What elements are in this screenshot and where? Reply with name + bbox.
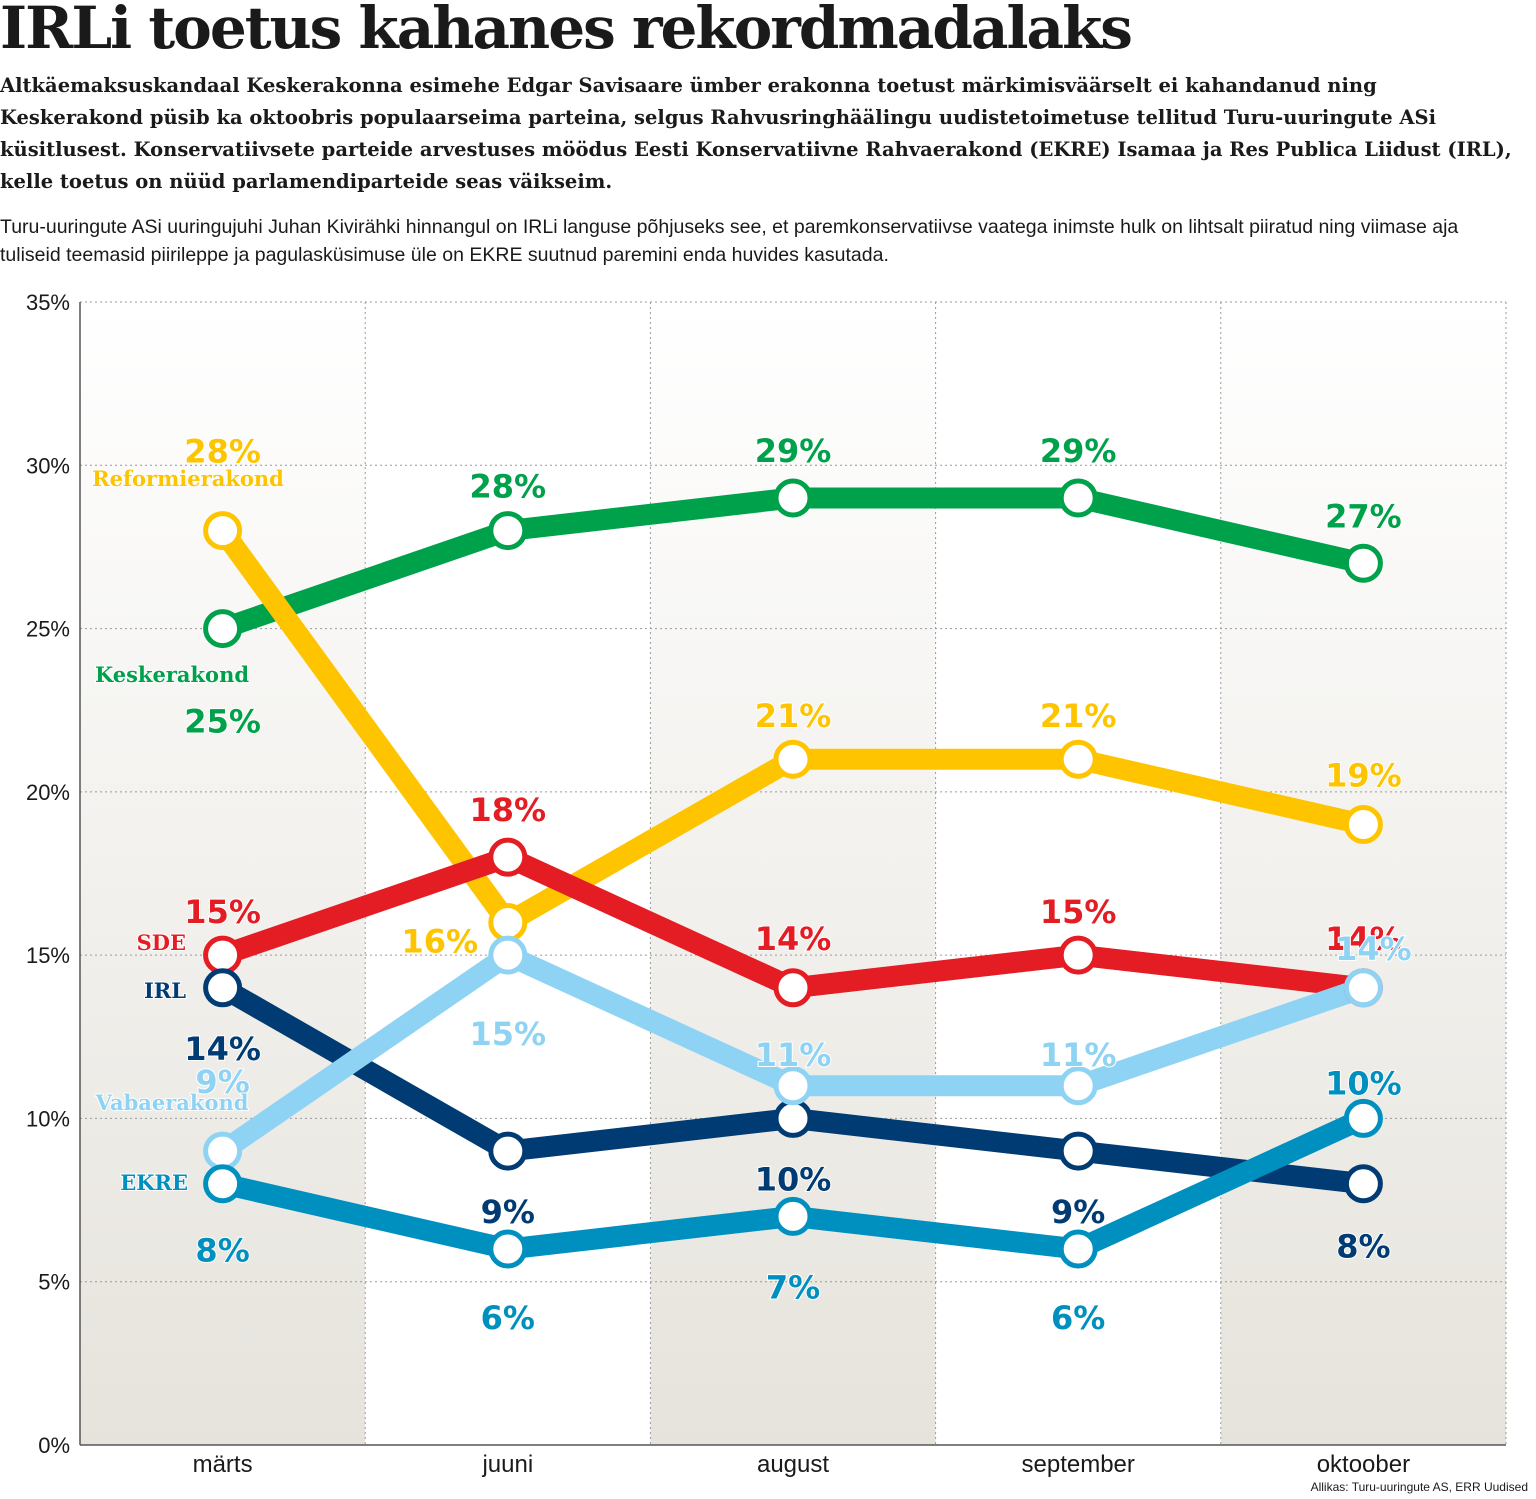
- band-4: [1220, 302, 1506, 1445]
- data-point-ekre: [1343, 1098, 1383, 1138]
- data-label-sde: 15%: [1040, 893, 1117, 931]
- data-point-sde: [488, 837, 528, 877]
- data-point-irl: [1343, 1164, 1383, 1204]
- data-point-irl: [773, 1098, 813, 1138]
- data-label-ekre: 8%: [195, 1232, 249, 1270]
- data-label-irl: 9%: [1051, 1193, 1105, 1231]
- y-tick-label: 35%: [26, 290, 70, 315]
- series-name-keskerakond: Keskerakond: [95, 662, 249, 687]
- series-name-reformierakond: Reformierakond: [92, 466, 284, 491]
- data-label-vabaerakond: 11%: [755, 1036, 832, 1074]
- data-label-irl: 14%: [184, 1030, 261, 1068]
- lead-paragraph: Altkäemaksuskandaal Keskerakonna esimehe…: [0, 74, 1512, 193]
- series-name-vabaerakond: Vabaerakond: [95, 1090, 249, 1115]
- data-point-irl: [1058, 1131, 1098, 1171]
- data-point-vabaerakond: [203, 1131, 243, 1171]
- data-label-irl: 8%: [1336, 1228, 1390, 1266]
- data-point-reformierakond: [773, 739, 813, 779]
- data-point-ekre: [203, 1164, 243, 1204]
- data-label-vabaerakond: 14%: [1335, 930, 1412, 968]
- data-point-sde: [203, 935, 243, 975]
- data-point-vabaerakond: [1343, 968, 1383, 1008]
- data-label-reformierakond: 28%: [184, 433, 261, 471]
- x-tick-label: september: [1022, 1451, 1135, 1478]
- data-point-reformierakond: [203, 511, 243, 551]
- data-label-vabaerakond: 11%: [1040, 1036, 1117, 1074]
- y-tick-label: 0%: [38, 1433, 70, 1458]
- data-point-keskerakond: [488, 511, 528, 551]
- series-name-irl: IRL: [144, 978, 186, 1003]
- x-tick-label: märts: [193, 1451, 253, 1478]
- x-tick-label: august: [757, 1451, 829, 1478]
- data-label-sde: 14%: [1325, 920, 1402, 958]
- data-point-reformierakond: [488, 902, 528, 942]
- data-label-ekre: 6%: [1051, 1299, 1105, 1337]
- data-point-sde: [1058, 935, 1098, 975]
- data-label-keskerakond: 29%: [1040, 432, 1117, 470]
- data-label-reformierakond: 21%: [1040, 697, 1117, 735]
- data-point-reformierakond: [1343, 805, 1383, 845]
- data-label-reformierakond: 16%: [402, 922, 479, 960]
- y-tick-label: 30%: [26, 453, 70, 478]
- series-points: [203, 478, 1383, 1269]
- series-name-sde: SDE: [137, 930, 186, 955]
- data-point-ekre: [773, 1196, 813, 1236]
- y-tick-label: 25%: [26, 617, 70, 642]
- data-label-keskerakond: 27%: [1325, 497, 1402, 535]
- data-point-sde: [773, 968, 813, 1008]
- y-tick-label: 20%: [26, 780, 70, 805]
- data-point-vabaerakond: [1058, 1066, 1098, 1106]
- x-tick-label: juuni: [481, 1451, 533, 1478]
- data-point-keskerakond: [203, 609, 243, 649]
- y-tick-label: 10%: [26, 1106, 70, 1131]
- data-label-keskerakond: 28%: [470, 468, 547, 506]
- y-tick-label: 15%: [26, 943, 70, 968]
- data-label-reformierakond: 21%: [755, 697, 832, 735]
- data-label-sde: 14%: [755, 920, 832, 958]
- data-point-ekre: [488, 1229, 528, 1269]
- series-name-ekre: EKRE: [120, 1170, 188, 1195]
- data-label-reformierakond: 19%: [1325, 757, 1402, 795]
- x-tick-label: oktoober: [1317, 1451, 1410, 1478]
- band-0: [80, 302, 366, 1445]
- body-paragraph: Turu-uuringute ASi uuringujuhi Juhan Kiv…: [0, 216, 1459, 266]
- data-label-keskerakond: 25%: [184, 703, 261, 741]
- data-point-keskerakond: [1343, 543, 1383, 583]
- data-label-ekre: 7%: [766, 1268, 820, 1306]
- data-label-ekre: 6%: [481, 1299, 535, 1337]
- data-point-keskerakond: [773, 478, 813, 518]
- chart-title: IRLi toetus kahanes rekordmadalaks: [0, 0, 1133, 62]
- data-label-sde: 18%: [470, 791, 547, 829]
- data-point-irl: [488, 1131, 528, 1171]
- data-label-vabaerakond: 9%: [195, 1063, 249, 1101]
- band-3: [935, 302, 1221, 1445]
- data-point-vabaerakond: [488, 935, 528, 975]
- data-label-irl: 10%: [755, 1160, 832, 1198]
- data-label-sde: 15%: [184, 893, 261, 931]
- data-point-vabaerakond: [773, 1066, 813, 1106]
- data-point-reformierakond: [1058, 739, 1098, 779]
- data-label-keskerakond: 29%: [755, 432, 832, 470]
- y-tick-label: 5%: [38, 1270, 70, 1295]
- data-label-vabaerakond: 15%: [470, 1015, 547, 1053]
- data-point-ekre: [1058, 1229, 1098, 1269]
- data-label-irl: 9%: [481, 1193, 535, 1231]
- axes: 0% 5% 10% 15% 20% 25% 30% 35% märts juuni august se…: [26, 290, 1506, 1478]
- data-point-irl: [203, 968, 243, 1008]
- data-point-keskerakond: [1058, 478, 1098, 518]
- data-label-ekre: 10%: [1325, 1064, 1402, 1102]
- data-labels: 25%28%29% 29%27%28%16%21% 21%19%15%18%14%1…: [91, 431, 1413, 1338]
- source-credit: Allikas: Turu-uuringute AS, ERR Uudised: [1310, 1480, 1528, 1494]
